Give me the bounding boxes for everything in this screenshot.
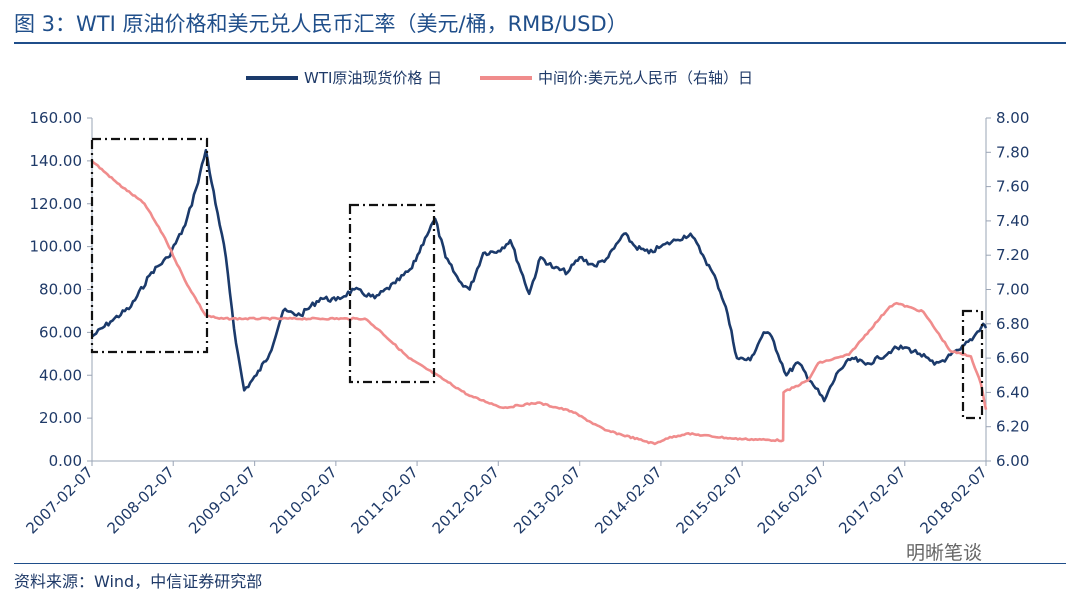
x-tick-label: 2018-02-07: [916, 463, 990, 537]
y-left-tick-label: 80.00: [39, 281, 82, 299]
legend-label: 中间价:美元兑人民币（右轴）日: [538, 69, 753, 87]
y-right-tick-label: 7.40: [996, 212, 1029, 230]
y-right-tick-label: 6.20: [996, 418, 1029, 436]
y-right-tick-label: 7.00: [996, 281, 1029, 299]
highlight-box: [348, 203, 436, 384]
y-left-tick-label: 160.00: [30, 109, 83, 127]
y-left-tick-label: 120.00: [30, 195, 83, 213]
y-right-tick-label: 8.00: [996, 109, 1029, 127]
y-right-tick-label: 7.80: [996, 143, 1029, 161]
watermark-text: 明晰笔谈: [906, 542, 983, 564]
x-tick-label: 2011-02-07: [348, 463, 422, 537]
chart: WTI原油现货价格 日 中间价:美元兑人民币（右轴）日 0.00 20.00 40.0…: [22, 69, 1029, 537]
source-note: 资料来源：Wind，中信证券研究部: [14, 572, 263, 591]
y-right-tick-label: 7.60: [996, 178, 1029, 196]
y-left-tick-label: 140.00: [30, 152, 83, 170]
y-left-tick-label: 60.00: [39, 323, 82, 341]
y-right-tick-label: 6.80: [996, 315, 1029, 333]
highlight-box: [961, 309, 984, 420]
y-left-tick-label: 100.00: [30, 238, 83, 256]
series-line-wti: [91, 148, 988, 403]
y-right-tick-label: 6.60: [996, 349, 1029, 367]
y-left-tick-label: 40.00: [39, 366, 82, 384]
y-axis-right: 6.00 6.20 6.40 6.60 6.80 7.00 7.20 7.40 7.60 7.80…: [985, 109, 1029, 470]
x-tick-label: 2017-02-07: [835, 463, 909, 537]
x-tick-label: 2013-02-07: [510, 463, 584, 537]
series-line-usdcny: [91, 160, 988, 446]
annotation-boxes: [90, 137, 984, 420]
figure-title: 图 3：WTI 原油价格和美元兑人民币汇率（美元/桶，RMB/USD）: [14, 12, 628, 36]
highlight-box: [90, 137, 209, 354]
series-layer: [91, 148, 988, 446]
title-rule: [14, 42, 1066, 44]
legend: WTI原油现货价格 日 中间价:美元兑人民币（右轴）日: [246, 69, 753, 87]
x-tick-label: 2014-02-07: [591, 463, 665, 537]
x-tick-label: 2007-02-07: [22, 463, 96, 537]
x-axis: 2007-02-07 2008-02-07 2009-02-07 2010-02-07…: [22, 460, 991, 537]
x-tick-label: 2012-02-07: [429, 463, 503, 537]
y-axis-left: 0.00 20.00 40.00 60.00 80.00 100.00 120.00 140.…: [30, 109, 93, 470]
x-tick-label: 2015-02-07: [673, 463, 747, 537]
legend-label: WTI原油现货价格 日: [304, 69, 442, 87]
y-right-tick-label: 6.40: [996, 383, 1029, 401]
y-left-tick-label: 20.00: [39, 409, 82, 427]
x-tick-label: 2016-02-07: [754, 463, 828, 537]
x-tick-label: 2008-02-07: [104, 463, 178, 537]
y-right-tick-label: 6.00: [996, 452, 1029, 470]
y-left-tick-label: 0.00: [49, 452, 82, 470]
x-tick-label: 2009-02-07: [185, 463, 259, 537]
x-tick-label: 2010-02-07: [266, 463, 340, 537]
y-right-tick-label: 7.20: [996, 246, 1029, 264]
bottom-rule: [14, 563, 1066, 564]
